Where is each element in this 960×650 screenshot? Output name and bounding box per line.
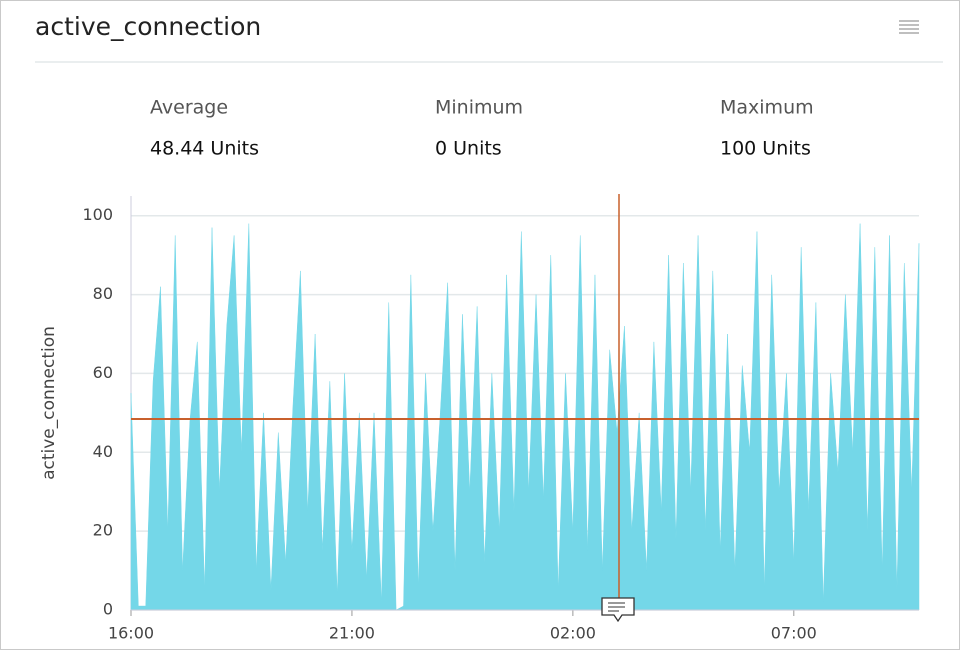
- stat-value: 48.44 Units: [150, 138, 259, 160]
- x-tick-label: 07:00: [771, 624, 817, 643]
- y-tick-label: 0: [103, 600, 113, 619]
- y-axis-label: active_connection: [39, 326, 59, 480]
- y-tick-label: 80: [93, 284, 113, 303]
- x-tick-label: 21:00: [329, 624, 375, 643]
- y-tick-label: 40: [93, 442, 113, 461]
- x-tick-label: 16:00: [108, 624, 154, 643]
- stat-label: Maximum: [720, 97, 814, 119]
- y-tick-label: 20: [93, 521, 113, 540]
- y-tick-label: 100: [82, 205, 113, 224]
- cursor: [601, 194, 635, 623]
- x-tick-label: 02:00: [550, 624, 596, 643]
- stat-label: Minimum: [435, 97, 523, 119]
- widget-title: active_connection: [35, 12, 261, 41]
- stat-value: 100 Units: [720, 138, 811, 160]
- menu-icon[interactable]: [899, 20, 919, 34]
- stat-value: 0 Units: [435, 138, 502, 160]
- area: [130, 223, 920, 611]
- y-tick-label: 60: [93, 363, 113, 382]
- stat-label: Average: [150, 97, 228, 119]
